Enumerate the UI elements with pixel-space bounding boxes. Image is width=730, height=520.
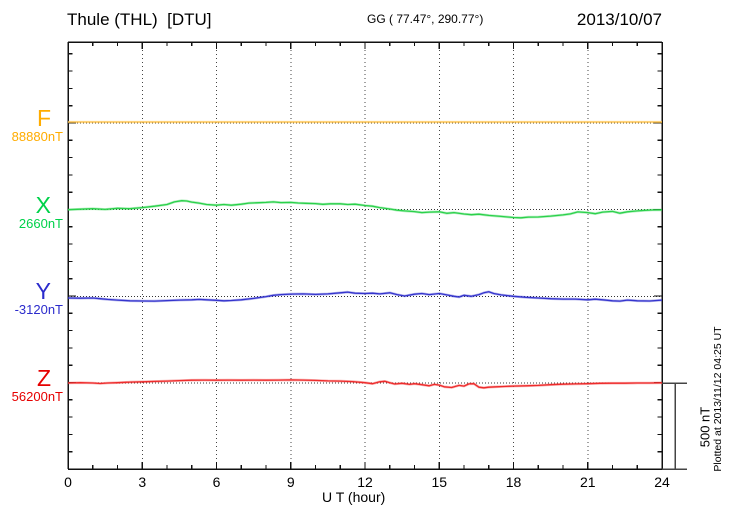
- channel-baseline-value-F: 88880nT: [11, 129, 63, 144]
- x-tick-label-9: 9: [286, 474, 295, 490]
- channel-baseline-value-Z: 56200nT: [11, 389, 63, 404]
- x-tick-label-24: 24: [654, 474, 670, 490]
- plot-title: Thule (THL) [DTU]: [67, 10, 212, 29]
- trace-Z: [67, 379, 663, 389]
- x-axis-label: U T (hour): [322, 489, 386, 505]
- x-tick-label-12: 12: [357, 474, 373, 490]
- trace-Y: [67, 291, 663, 302]
- plot-date: 2013/10/07: [576, 10, 662, 29]
- x-tick-label-3: 3: [138, 474, 147, 490]
- channel-baseline-value-X: 2660nT: [18, 215, 63, 231]
- x-tick-label-18: 18: [505, 474, 522, 490]
- channel-label-X: X: [35, 191, 51, 218]
- x-tick-label-21: 21: [579, 474, 596, 490]
- channel-label-F: F: [36, 105, 51, 131]
- channel-label-Z: Z: [36, 365, 51, 391]
- scale-bar-label: 500 nT: [697, 406, 713, 448]
- channel-label-Y: Y: [35, 278, 51, 305]
- x-tick-label-6: 6: [212, 474, 221, 490]
- station-coordinates: GG ( 77.47°, 290.77°): [367, 12, 484, 26]
- channel-baseline-value-Y: -3120nT: [14, 302, 63, 318]
- x-tick-label-0: 0: [64, 474, 72, 490]
- plotted-at-timestamp: Plotted at 2013/11/12 04:25 UT: [711, 326, 724, 472]
- trace-X: [67, 200, 663, 219]
- x-tick-label-15: 15: [431, 474, 448, 490]
